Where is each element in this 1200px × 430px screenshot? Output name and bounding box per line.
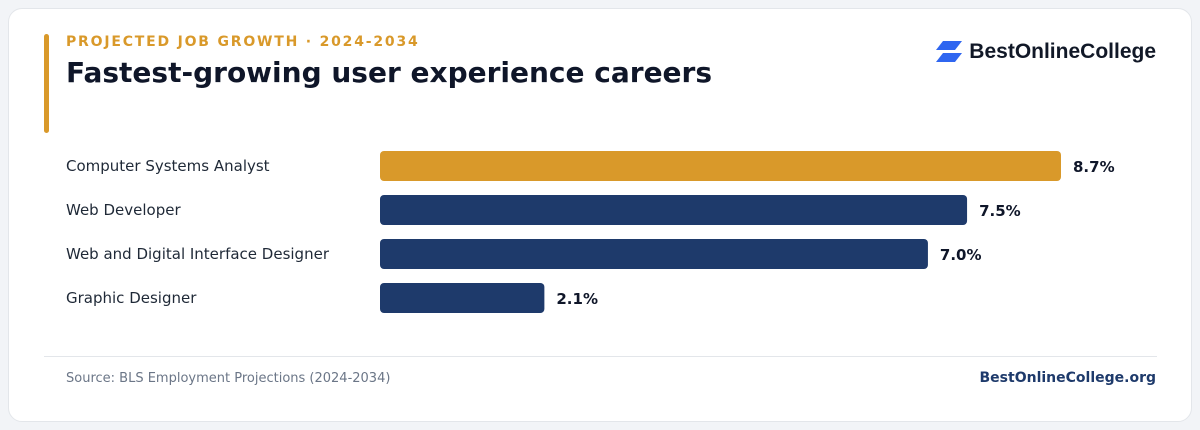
logo-top-shape — [936, 41, 963, 50]
value-label: 7.0% — [940, 246, 982, 264]
category-label: Web Developer — [66, 201, 181, 219]
bar — [380, 239, 928, 269]
brand-logo: BestOnlineCollege — [936, 40, 1156, 64]
chart-title: Fastest-growing user experience careers — [66, 56, 713, 89]
stacked-parallelogram-logo-icon — [936, 41, 963, 62]
value-label: 7.5% — [979, 202, 1021, 220]
eyebrow-label: PROJECTED JOB GROWTH · 2024-2034 — [66, 34, 420, 50]
source-note: Source: BLS Employment Projections (2024… — [66, 371, 391, 386]
site-link[interactable]: BestOnlineCollege.org — [979, 370, 1156, 386]
value-label: 2.1% — [556, 290, 598, 308]
brand-name: BestOnlineCollege — [969, 40, 1156, 63]
bar — [380, 283, 545, 313]
value-label: 8.7% — [1073, 158, 1115, 176]
bar — [380, 195, 968, 225]
footer-divider — [44, 356, 1157, 357]
category-label: Graphic Designer — [66, 289, 197, 307]
accent-bar — [44, 34, 49, 133]
chart-card: PROJECTED JOB GROWTH · 2024-2034 Fastest… — [8, 8, 1192, 422]
bar — [380, 151, 1061, 181]
category-label: Web and Digital Interface Designer — [66, 245, 330, 263]
bar-chart: Computer Systems Analyst 8.7% Web Develope… — [66, 151, 1115, 313]
category-label: Computer Systems Analyst — [66, 157, 270, 175]
logo-bottom-shape — [936, 53, 963, 62]
